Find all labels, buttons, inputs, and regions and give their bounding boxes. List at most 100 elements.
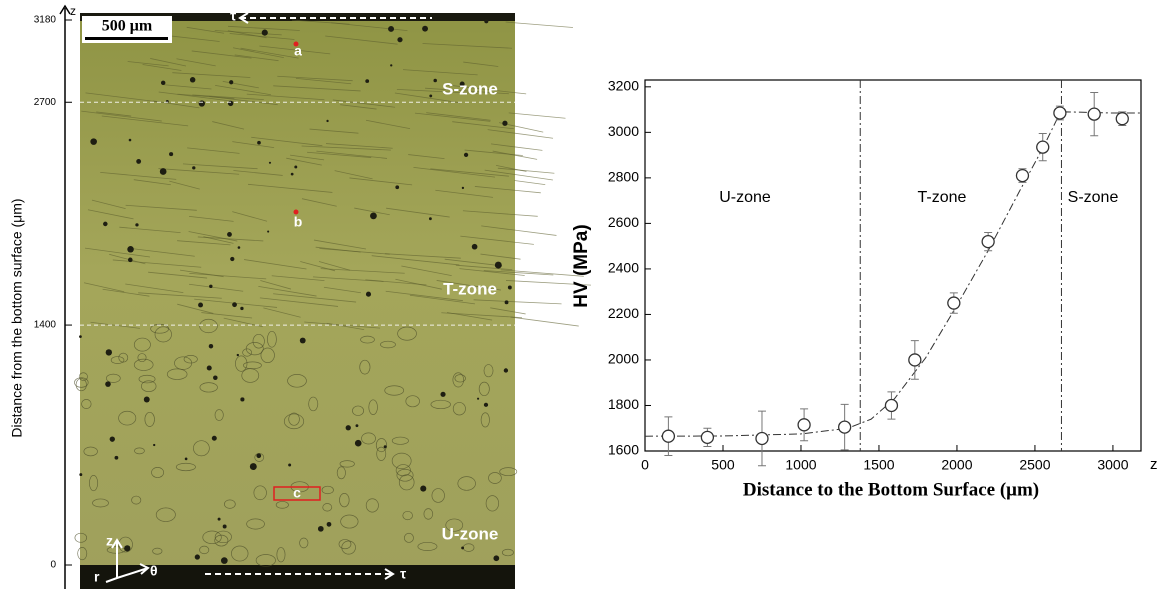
texture-grain	[137, 353, 147, 363]
texture-streak	[260, 280, 291, 290]
texture-grain	[384, 385, 405, 396]
texture-pore	[240, 397, 245, 402]
x-axis-label: Distance to the Bottom Surface (μm)	[743, 479, 1039, 500]
texture-pore	[288, 463, 292, 467]
triad-label: θ	[150, 563, 158, 579]
y-tick-label: 2600	[608, 214, 639, 230]
texture-grain	[235, 355, 248, 372]
texture-streak	[514, 180, 546, 186]
texture-streak	[414, 112, 491, 122]
texture-streak	[505, 21, 574, 28]
texture-grain	[417, 541, 438, 551]
data-point	[837, 420, 852, 434]
y-axis-label: HV (MPa)	[571, 224, 592, 307]
triad	[105, 538, 150, 583]
texture-streak	[273, 85, 361, 92]
texture-streak	[232, 211, 268, 222]
data-point	[700, 430, 715, 444]
texture-pore	[206, 365, 212, 371]
texture-grain	[397, 326, 417, 341]
texture-streak	[301, 145, 391, 151]
texture-pore	[461, 546, 464, 550]
texture-pore	[484, 19, 489, 24]
x-tick-label: 2000	[941, 457, 972, 473]
y-tick-label: 1600	[608, 442, 639, 458]
texture-grain	[166, 368, 188, 380]
texture-streak	[150, 58, 187, 67]
texture-pore	[354, 439, 362, 447]
texture-streak	[490, 307, 526, 315]
texture-pore	[198, 302, 203, 308]
texture-streak	[365, 279, 427, 286]
texture-grain	[138, 374, 156, 384]
data-point	[1053, 106, 1067, 120]
site-marker-label: a	[294, 43, 302, 59]
texture-grain	[254, 453, 265, 462]
texture-grain	[431, 488, 445, 503]
texture-pore	[136, 158, 142, 164]
texture-pore	[208, 343, 214, 349]
texture-streak	[240, 47, 299, 59]
texture-grain	[391, 436, 409, 445]
texture-grain	[199, 545, 210, 555]
texture-streak	[232, 47, 284, 59]
texture-pore	[169, 152, 174, 157]
texture-streak	[177, 240, 231, 246]
texture-grain	[118, 410, 137, 426]
texture-pore	[299, 337, 306, 344]
texture-grain	[339, 460, 355, 468]
texture-grain	[380, 340, 396, 349]
texture-streak	[422, 43, 513, 49]
texture-streak	[455, 264, 513, 271]
zone-label: T-zone	[918, 189, 967, 206]
bottom-edge	[80, 565, 515, 589]
zone-label: U-zone	[442, 524, 499, 543]
texture-streak	[313, 239, 367, 250]
shear-label: τ	[230, 8, 237, 24]
texture-pore	[160, 80, 166, 86]
site-marker-label: c	[293, 485, 301, 501]
texture-grain	[321, 485, 334, 495]
x-tick-label: 1500	[863, 457, 894, 473]
texture-grain	[78, 372, 88, 381]
texture-streak	[142, 64, 182, 71]
texture-grain	[242, 348, 253, 357]
texture-streak	[463, 61, 499, 67]
texture-pore	[127, 246, 134, 253]
texture-streak	[189, 272, 267, 280]
texture-streak	[227, 30, 267, 39]
y-tick-label: 2200	[608, 305, 639, 321]
texture-pore	[257, 140, 261, 145]
texture-grain	[81, 398, 92, 409]
zone-label: S-zone	[1068, 189, 1119, 206]
texture-pore	[105, 381, 111, 387]
texture-grain	[485, 495, 500, 512]
fit-curve	[644, 111, 1141, 437]
texture-streak	[459, 268, 525, 276]
texture-streak	[349, 177, 413, 186]
y-tick-label: 2700	[34, 97, 57, 108]
texture-pore	[209, 284, 213, 289]
texture-streak	[246, 93, 325, 101]
texture-streak	[127, 61, 169, 67]
texture-streak	[315, 246, 361, 253]
y-tick-label: 1800	[608, 396, 639, 412]
micrograph-image	[80, 13, 515, 589]
texture-pore	[383, 445, 387, 449]
texture-pore	[249, 463, 257, 471]
texture-grain	[155, 507, 176, 522]
texture-grain	[430, 399, 451, 410]
y-tick-label: 2400	[608, 260, 639, 276]
texture-streak	[307, 151, 372, 158]
texture-streak	[229, 33, 295, 40]
texture-streak	[191, 50, 252, 59]
texture-grain	[454, 374, 466, 383]
texture-grain	[105, 373, 121, 383]
texture-pore	[493, 555, 500, 562]
texture-pore	[390, 64, 393, 67]
texture-pore	[192, 166, 196, 170]
texture-grain	[452, 372, 464, 388]
texture-pore	[494, 261, 502, 269]
texture-streak	[325, 35, 398, 45]
